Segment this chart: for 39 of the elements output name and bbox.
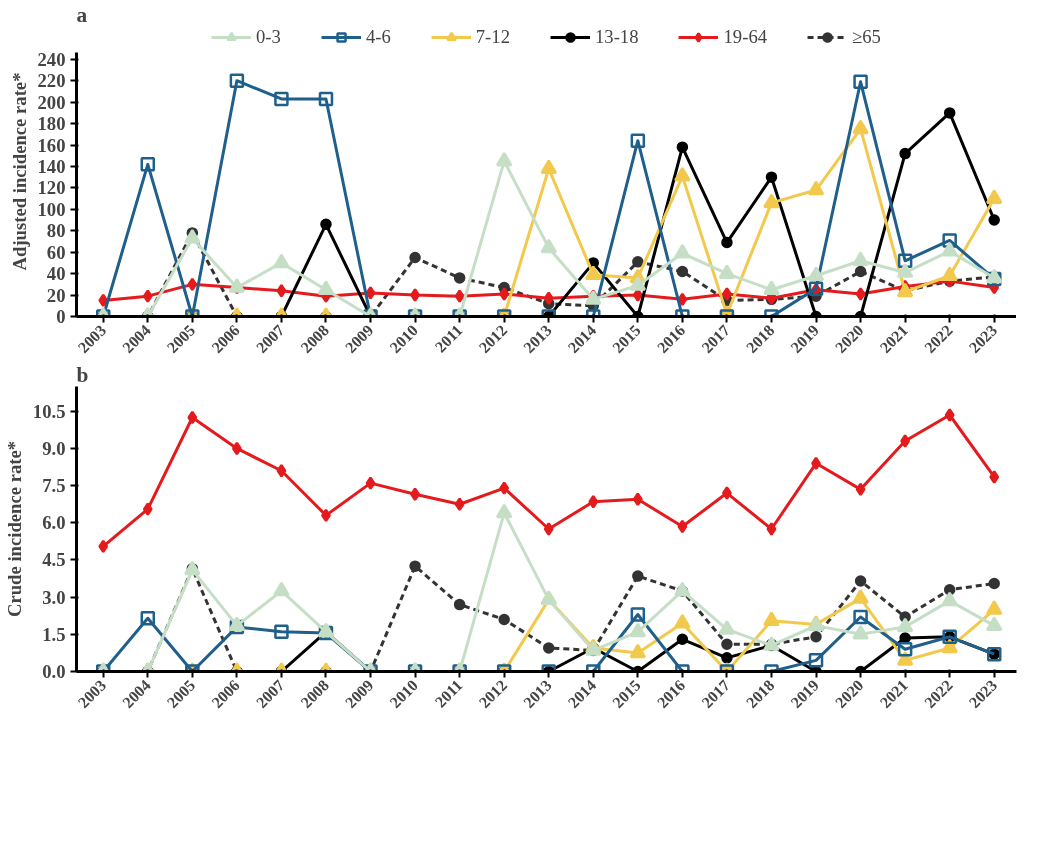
legend-label: 0-3 [256, 26, 281, 48]
y-tick-label: 3.0 [42, 586, 66, 608]
legend-label: 19-64 [723, 26, 768, 48]
y-tick-label: 240 [37, 48, 66, 70]
legend-label: ≥65 [852, 26, 881, 48]
x-tick-label: 2023 [965, 321, 1001, 357]
legend-label: 4-6 [365, 26, 391, 48]
y-tick-label: 180 [37, 113, 66, 135]
y-tick-label: 100 [37, 198, 66, 220]
x-tick-label: 2003 [74, 676, 110, 712]
y-tick-label: 140 [37, 155, 66, 177]
y-tick-label: 220 [37, 70, 66, 92]
chart-title: a [76, 2, 88, 27]
x-tick-label: 2011 [431, 321, 466, 356]
y-tick-label: 40 [46, 263, 66, 285]
y-tick-label: 20 [46, 284, 66, 306]
y-axis-title: Adjusted incidence rate* [8, 72, 30, 271]
x-tick-label: 2021 [876, 321, 912, 357]
x-tick-label: 2021 [876, 676, 912, 712]
legend-label: 7-12 [475, 26, 510, 48]
y-tick-label: 80 [46, 220, 66, 242]
y-tick-label: 0.0 [42, 661, 66, 682]
y-tick-label: 120 [37, 177, 66, 199]
y-tick-label: 6.0 [42, 512, 66, 534]
x-tick-label: 2003 [74, 321, 110, 357]
y-tick-label: 10.5 [32, 400, 66, 422]
x-tick-label: 2011 [431, 676, 466, 711]
y-tick-label: 1.5 [42, 623, 66, 645]
y-tick-label: 9.0 [42, 437, 66, 459]
y-axis-title: Crude incidence rate* [3, 440, 25, 618]
x-tick-label: 2023 [965, 676, 1001, 712]
y-tick-label: 4.5 [42, 549, 66, 571]
y-tick-label: 200 [37, 91, 66, 113]
y-tick-label: 7.5 [42, 475, 66, 497]
legend-label: 13-18 [594, 26, 639, 48]
y-tick-label: 0 [56, 306, 66, 327]
chart-title: b [76, 362, 89, 387]
y-tick-label: 160 [37, 134, 66, 156]
y-tick-label: 60 [46, 241, 66, 263]
